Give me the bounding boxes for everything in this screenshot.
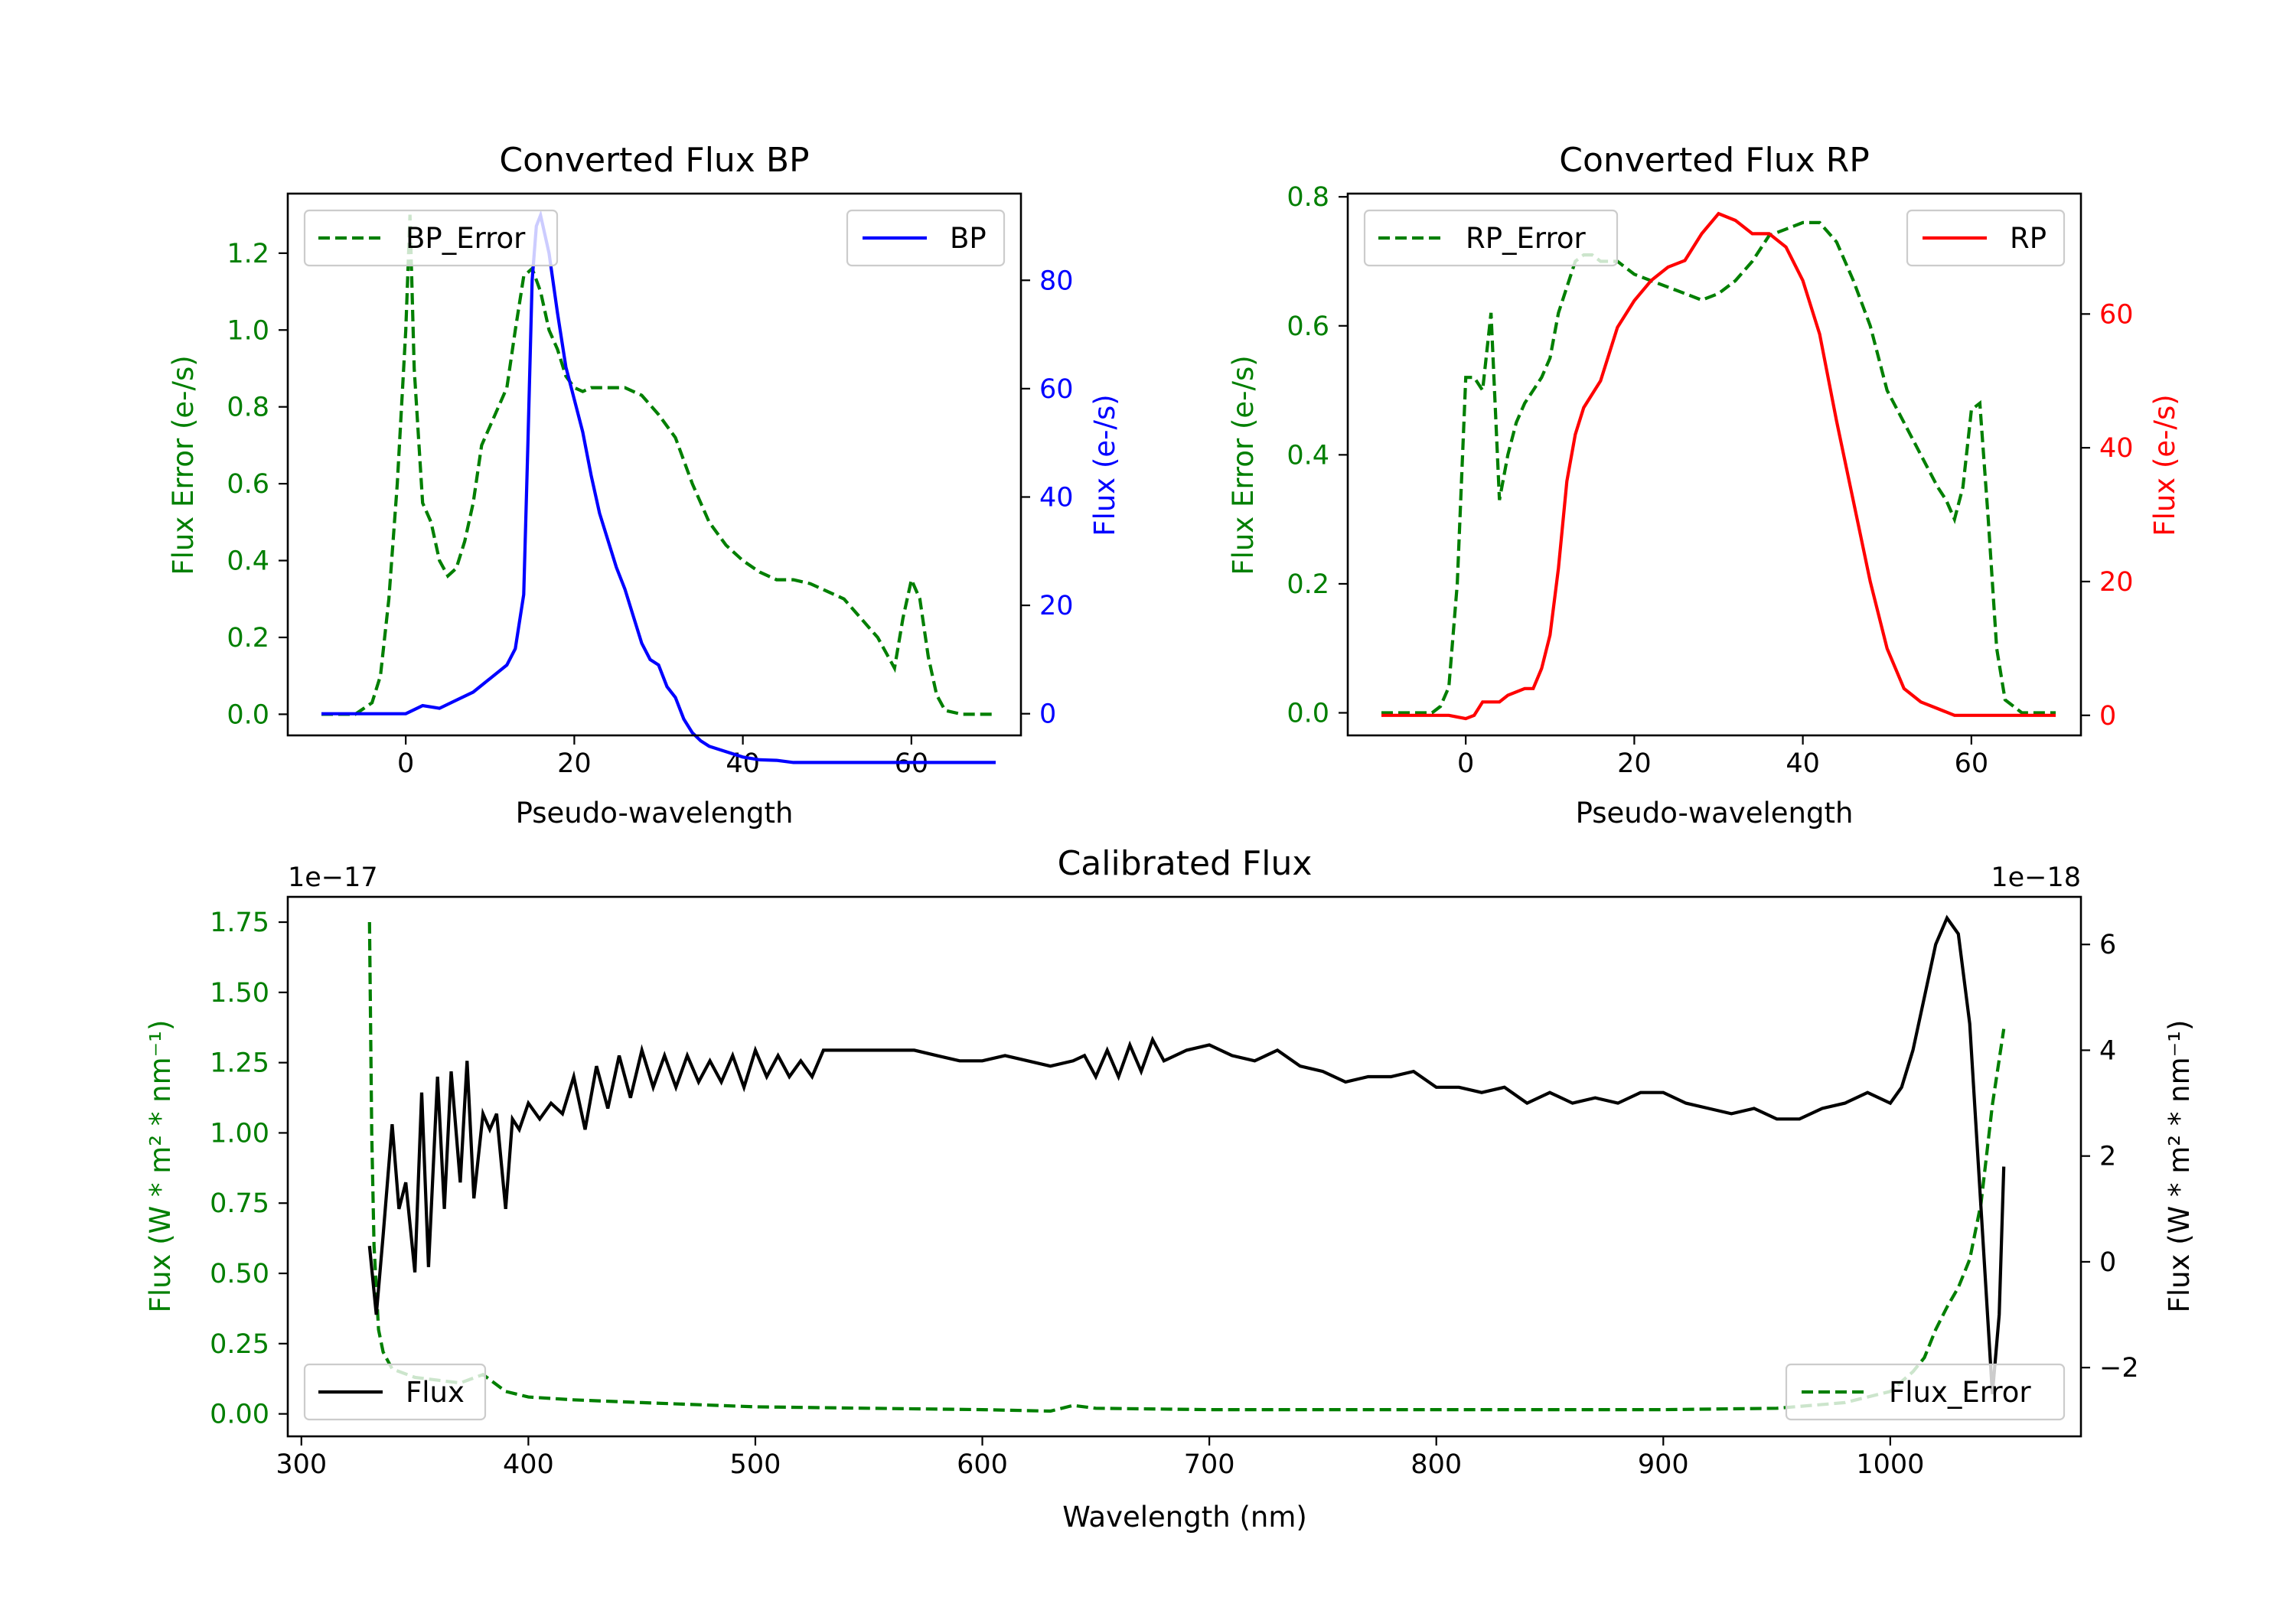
rp-y-right-ticks: 0 20 40 60 [2099,299,2134,731]
bp-y-left-tick-1: 0.2 [227,623,269,654]
rp-y-left-tick-4: 0.8 [1287,182,1329,213]
rp-legend-flux-label: RP [2010,222,2047,255]
rp-x-label: Pseudo-wavelength [1576,797,1854,830]
panel-rp: Converted Flux RP Pseudo-wavelength Flux… [1227,141,2181,830]
cal-legend-flux-label: Flux [406,1376,465,1409]
bp-y-left-ticks: 0.0 0.2 0.4 0.6 0.8 1.0 1.2 [227,239,269,731]
cal-y-left-tick-2: 0.50 [210,1259,269,1289]
bp-x-tick-1: 20 [557,748,592,779]
bp-y-left-tick-3: 0.6 [227,469,269,500]
cal-legend-error-box [1785,1363,2066,1421]
bp-legend-error: BP_Error [303,209,559,267]
cal-y-left-tick-6: 1.50 [210,978,269,1009]
cal-legend-error: Flux_Error [1785,1363,2066,1421]
bp-y-right-tick-0: 0 [1039,699,1056,730]
cal-y-right-tick-1: 0 [2099,1247,2116,1278]
rp-y-right-tick-1: 20 [2099,567,2134,598]
rp-y-left-tick-1: 0.2 [1287,569,1329,600]
cal-x-tick-6: 900 [1638,1449,1689,1480]
rp-y-left-tick-0: 0.0 [1287,699,1329,729]
cal-y-right-tick-4: 6 [2099,930,2116,960]
cal-x-tick-3: 600 [957,1449,1008,1480]
cal-y-left-ticks: 0.00 0.25 0.50 0.75 1.00 1.25 1.50 1.75 [210,908,269,1430]
rp-x-tick-1: 20 [1617,748,1652,779]
bp-y-left-tick-6: 1.2 [227,239,269,269]
bp-axes-frame [286,192,1022,737]
cal-y-left-tick-5: 1.25 [210,1048,269,1079]
bp-legend-flux-label: BP [950,222,987,255]
bp-error-line [321,214,996,716]
bp-y-left-tick-4: 0.8 [227,393,269,423]
bp-y-right-tick-3: 60 [1039,374,1074,405]
cal-title: Calibrated Flux [1058,844,1313,883]
cal-y-right-tick-3: 4 [2099,1035,2116,1066]
bp-y-right-tick-4: 80 [1039,266,1074,296]
cal-right-offset: 1e−18 [1991,862,2081,893]
rp-x-tick-2: 40 [1786,748,1820,779]
cal-y-left-tick-4: 1.00 [210,1118,269,1149]
cal-x-ticks: 300 400 500 600 700 800 900 1000 [276,1449,1924,1480]
bp-legend-flux: BP [846,209,1006,267]
rp-legend-error: RP_Error [1363,209,1619,267]
cal-y-right-tick-2: 2 [2099,1142,2116,1172]
cal-y-right-ticks: −2 0 2 4 6 [2099,930,2139,1384]
rp-y-right-tick-3: 60 [2099,299,2134,330]
rp-flux-line [1381,211,2056,721]
bp-y-left-tick-5: 1.0 [227,315,269,346]
cal-flux-line [367,914,2006,1394]
rp-y-left-tick-2: 0.4 [1287,440,1329,471]
bp-y-left-tick-2: 0.4 [227,546,269,577]
rp-y-left-tick-3: 0.6 [1287,311,1329,342]
rp-y-right-tick-2: 40 [2099,433,2134,464]
rp-y-left-ticks: 0.0 0.2 0.4 0.6 0.8 [1287,182,1329,729]
cal-x-tick-0: 300 [276,1449,327,1480]
cal-left-offset: 1e−17 [288,862,378,893]
rp-title: Converted Flux RP [1559,141,1870,180]
bp-legend-error-label: BP_Error [406,222,526,255]
cal-y-right-tick-0: −2 [2099,1353,2139,1384]
rp-axes-frame [1346,192,2082,737]
rp-legend-error-box [1363,209,1619,267]
bp-y-left-tick-0: 0.0 [227,699,269,730]
bp-y-right-tick-2: 40 [1039,482,1074,513]
bp-x-tick-0: 0 [397,748,414,779]
bp-y-right-label: Flux (e-/s) [1088,394,1121,536]
cal-x-label: Wavelength (nm) [1062,1501,1307,1534]
bp-y-right-tick-1: 20 [1039,591,1074,621]
panel-calibrated: Calibrated Flux 1e−17 1e−18 Wavelength (… [144,844,2196,1534]
cal-legend-error-label: Flux_Error [1889,1376,2031,1409]
rp-x-tick-0: 0 [1457,748,1474,779]
cal-y-left-label: Flux (W * m² * nm⁻¹) [144,1020,177,1313]
cal-y-left-tick-1: 0.25 [210,1329,269,1360]
cal-x-tick-5: 800 [1411,1449,1462,1480]
cal-x-tick-2: 500 [730,1449,781,1480]
cal-y-left-tick-7: 1.75 [210,908,269,938]
bp-y-right-ticks: 0 20 40 60 80 [1039,266,1074,729]
cal-legend-flux: Flux [303,1363,487,1421]
rp-legend-error-label: RP_Error [1466,222,1586,255]
rp-y-right-tick-0: 0 [2099,701,2116,732]
rp-y-left-label: Flux Error (e-/s) [1227,355,1260,575]
rp-error-line [1381,220,2056,715]
rp-x-ticks: 0 20 40 60 [1457,748,1988,779]
rp-legend-flux: RP [1906,209,2066,267]
cal-x-tick-4: 700 [1184,1449,1235,1480]
cal-legend-flux-box [303,1363,487,1421]
bp-legend-error-box [303,209,559,267]
cal-error-line [367,921,2006,1413]
cal-y-left-tick-0: 0.00 [210,1400,269,1430]
rp-x-tick-3: 60 [1955,748,1989,779]
cal-x-tick-1: 400 [503,1449,554,1480]
bp-y-left-label: Flux Error (e-/s) [167,355,200,575]
rp-y-right-label: Flux (e-/s) [2148,394,2181,536]
bp-x-label: Pseudo-wavelength [516,797,794,830]
bp-flux-line [321,210,996,764]
cal-y-left-tick-3: 0.75 [210,1188,269,1219]
panel-bp: Converted Flux BP Pseudo-wavelength Flux… [167,141,1121,830]
cal-axes-frame [286,895,2082,1438]
bp-title: Converted Flux BP [499,141,809,180]
cal-x-tick-7: 1000 [1856,1449,1924,1480]
cal-y-right-label: Flux (W * m² * nm⁻¹) [2163,1020,2196,1313]
